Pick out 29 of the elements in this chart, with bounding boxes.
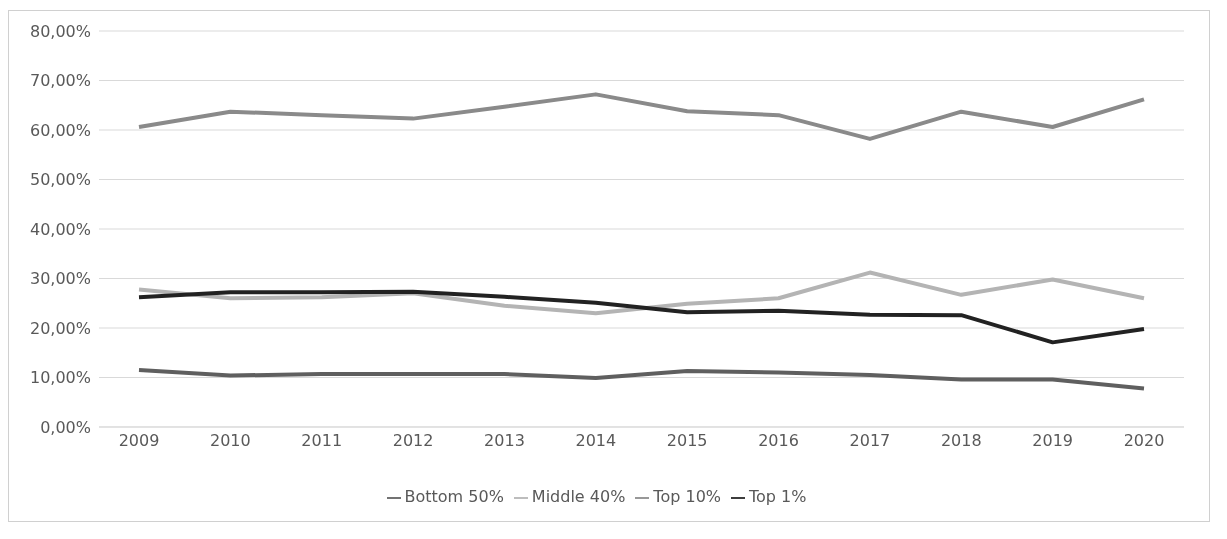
line-series [137,368,1146,391]
legend-label: Bottom 50% [404,487,504,506]
y-tick-label: 30,00% [29,269,91,289]
x-tick-label: 2010 [210,431,251,451]
y-tick-label: 10,00% [29,368,91,388]
legend-label: Top 1% [749,487,807,506]
y-tick-label: 0,00% [40,417,91,437]
x-tick-label: 2011 [301,431,343,451]
y-tick-label: 80,00% [29,21,91,41]
x-tick-label: 2015 [666,431,708,451]
y-tick-label: 40,00% [29,219,91,239]
legend-label: Middle 40% [531,487,626,506]
legend-label: Top 10% [653,487,722,506]
line-series [137,92,1146,141]
x-tick-label: 2014 [575,431,617,451]
x-tick-label: 2019 [1032,431,1073,451]
x-tick-label: 2012 [392,431,434,451]
y-tick-label: 70,00% [29,71,91,91]
x-tick-label: 2016 [758,431,799,451]
y-tick-label: 20,00% [29,318,91,338]
x-tick-label: 2013 [484,431,525,451]
x-tick-label: 2009 [118,431,160,451]
x-tick-label: 2017 [849,431,891,451]
y-tick-label: 60,00% [29,120,91,140]
y-tick-label: 50,00% [29,170,91,190]
line-series [137,289,1146,345]
line-series [137,270,1146,316]
x-tick-label: 2020 [1123,431,1165,451]
x-tick-label: 2018 [940,431,982,451]
